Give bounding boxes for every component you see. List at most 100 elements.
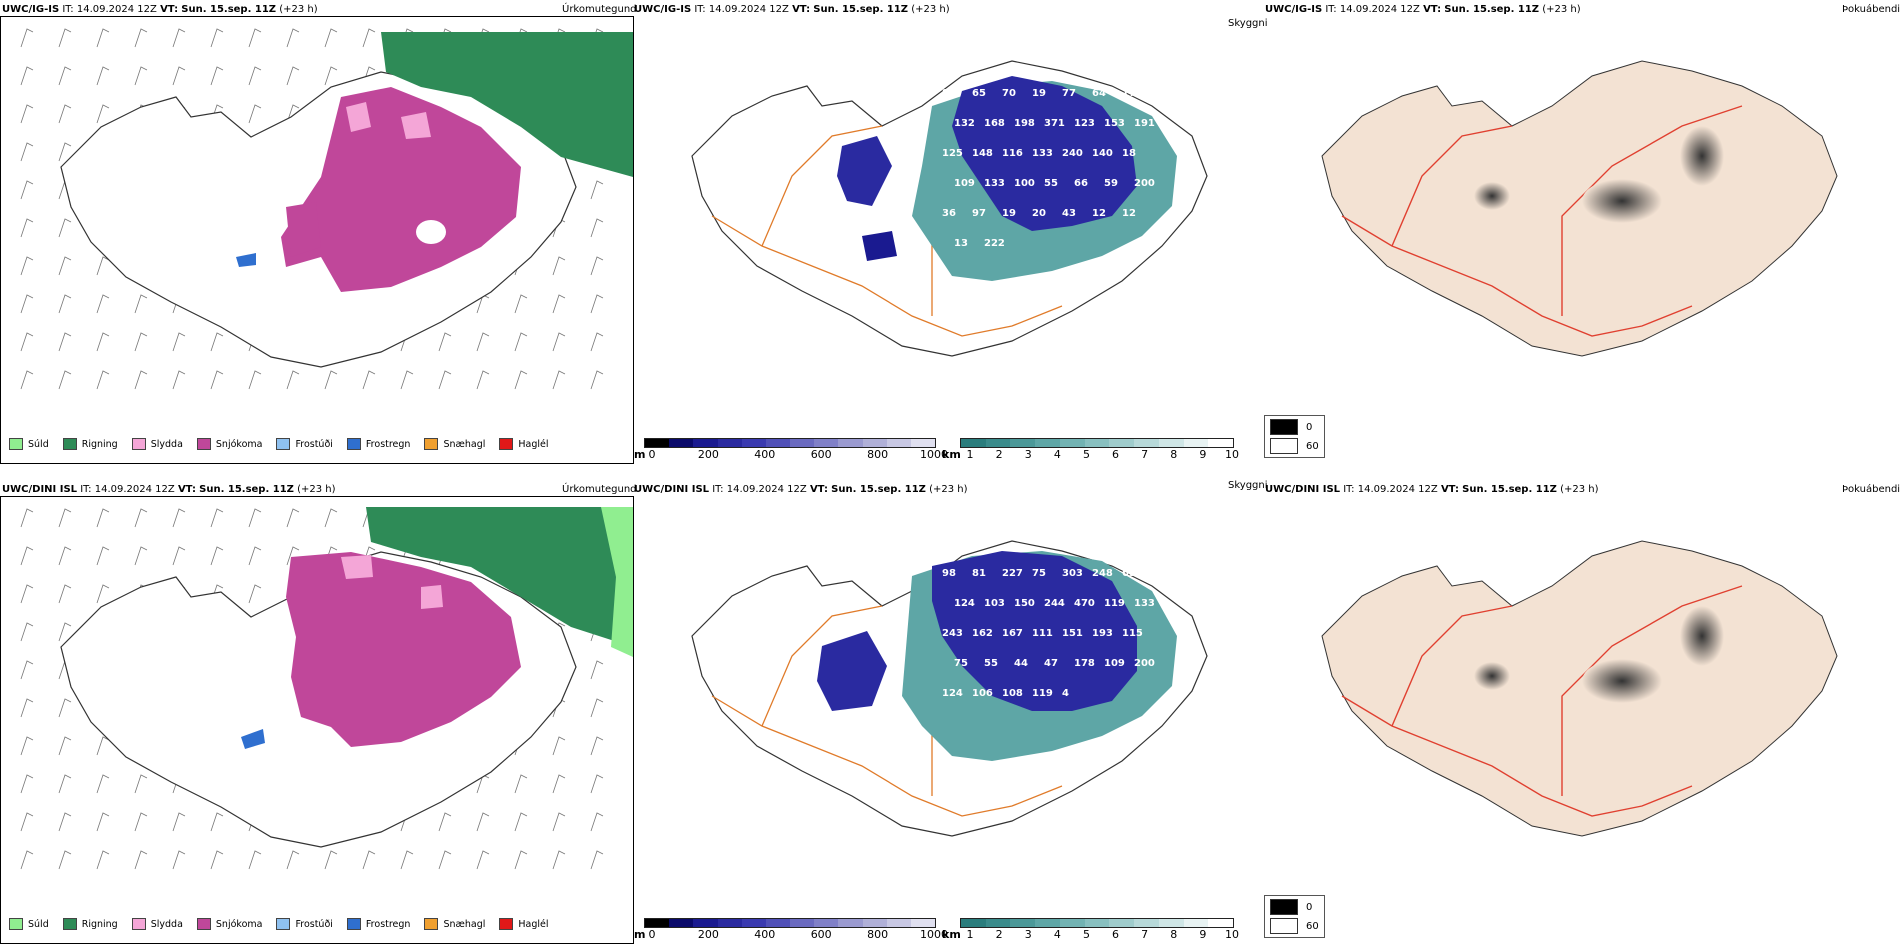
cloudbase-area-3 (862, 231, 897, 261)
cloudbase-value-label: 151 (1062, 628, 1083, 639)
panel3-header: UWC/DINI ISL IT: 14.09.2024 12Z VT: Sun.… (1265, 484, 1599, 495)
row-1: Súld Rigning Slydda Snjókoma Frostúði Frostre… (0, 4, 1900, 464)
wind-barb-icon (96, 370, 110, 390)
cloudbase-value-label: 148 (972, 148, 993, 159)
wind-barb-icon (172, 66, 186, 86)
fog-map (1321, 60, 1838, 357)
wind-barb-icon (438, 370, 452, 390)
legend-label: Rigning (81, 918, 118, 930)
colorbar-step (645, 439, 670, 447)
cloudbase-value-label: 222 (984, 238, 1005, 249)
colorbar-tick: 6 (1112, 448, 1120, 461)
colorbar-tick: 5 (1082, 448, 1090, 461)
wind-barb-icon (248, 584, 262, 604)
legend-label: Snæhagl (443, 918, 486, 930)
colorbar-step (1010, 439, 1036, 447)
rain-area (381, 32, 633, 177)
wind-barb-icon (58, 256, 72, 276)
rain-area (366, 507, 633, 647)
wind-barb-icon (210, 850, 224, 870)
colorbar-step (985, 919, 1011, 927)
legend-label: Frostúði (295, 918, 333, 930)
legend-label: Frostregn (365, 918, 411, 930)
colorbar-step (1208, 919, 1234, 927)
fog-legend: 0 60 (1264, 415, 1325, 458)
colorbar-step (645, 919, 670, 927)
precip-legend-item: Snjókoma (196, 438, 262, 450)
fog-patch (1474, 662, 1510, 690)
wind-barb-icon (58, 508, 72, 528)
colorbar-tick: 4 (1053, 448, 1061, 461)
cloudbase-value-label: 55 (1044, 178, 1058, 189)
wind-barb-icon (172, 850, 186, 870)
wind-barb-icon (552, 736, 566, 756)
wind-barb-icon (514, 774, 528, 794)
wind-barb-icon (590, 850, 604, 870)
cloudbase-value-label: 77 (1062, 88, 1076, 99)
cloudbase-value-label: 81 (972, 568, 986, 579)
wind-barb-icon (552, 774, 566, 794)
legend-label: Rigning (81, 438, 118, 450)
wind-barb-icon (20, 584, 34, 604)
colorbar-step (1208, 439, 1234, 447)
wind-barb-icon (96, 28, 110, 48)
visibility-unit: km (942, 448, 961, 461)
wind-barb-icon (58, 622, 72, 642)
colorbar-step (765, 919, 791, 927)
cloudbase-value-label: 133 (1032, 148, 1053, 159)
visibility-colorbar: km 1 2 3 4 5 6 7 8 9 10 (942, 438, 1242, 462)
row-2: Súld Rigning Slydda Snjókoma Frostúði Frostre… (0, 480, 1900, 950)
precip-type-panel: Súld Rigning Slydda Snjókoma Frostúði Frostre… (0, 496, 634, 944)
wind-barb-icon (590, 218, 604, 238)
cloudbase-panel: 84 65 70 19 77 64 175 132 168 198 371 123 153 191 125 1… (632, 16, 1262, 462)
wind-barb-icon (172, 28, 186, 48)
legend-swatch (131, 438, 146, 450)
cloudbase-value-label: 125 (942, 148, 963, 159)
colorbar-tick: 3 (1024, 928, 1032, 941)
colorbar-step (910, 919, 936, 927)
wind-barb-icon (134, 370, 148, 390)
colorbar-step (910, 439, 936, 447)
wind-barb-icon (362, 28, 376, 48)
wind-barb-icon (476, 812, 490, 832)
cloudbase-value-label: 244 (1044, 598, 1065, 609)
wind-barb-icon (590, 332, 604, 352)
precip-legend-item: Súld (9, 438, 49, 450)
wind-barb-icon (552, 850, 566, 870)
precip-legend-item: Snæhagl (424, 918, 485, 930)
cloudbase-value-label: 248 (1092, 568, 1113, 579)
cloudbase-value-label: 115 (1122, 628, 1143, 639)
wind-barb-icon (514, 812, 528, 832)
wind-barb-icon (248, 546, 262, 566)
colorbar-step (1059, 919, 1085, 927)
colorbar-tick: 4 (1053, 928, 1061, 941)
cloudbase-value-label: 132 (954, 118, 975, 129)
cloudbase-value-label: 55 (984, 658, 998, 669)
iceland-land (1321, 60, 1838, 357)
wind-barb-icon (476, 332, 490, 352)
precip-legend-item: Slydda (131, 918, 183, 930)
wind-barb-icon (20, 104, 34, 124)
cloudbase-value-label: 371 (1044, 118, 1065, 129)
cloudbase-unit: m (634, 448, 646, 461)
fog-panel: 0 60 (1262, 496, 1900, 942)
wind-barb-icon (20, 622, 34, 642)
wind-barb-icon (20, 66, 34, 86)
wind-barb-icon (20, 332, 34, 352)
legend-swatch (9, 438, 23, 450)
wind-barb-icon (210, 332, 224, 352)
colorbar-tick: 9 (1199, 448, 1207, 461)
cloudbase-colorbar-track (644, 438, 936, 448)
wind-barb-icon (552, 812, 566, 832)
wind-barb-icon (476, 850, 490, 870)
colorbar-tick: 7 (1141, 448, 1149, 461)
colorbar-tick: 400 (754, 448, 776, 461)
cloudbase-value-label: 64 (1092, 88, 1106, 99)
wind-barb-icon (20, 850, 34, 870)
wind-barb-icon (20, 508, 34, 528)
fog-legend-label: 0 (1306, 901, 1313, 913)
cloudbase-value-label: 116 (1002, 148, 1023, 159)
precip-legend-item: Frostúði (276, 438, 333, 450)
fog-patch (1582, 659, 1662, 703)
colorbar-step (838, 439, 863, 447)
